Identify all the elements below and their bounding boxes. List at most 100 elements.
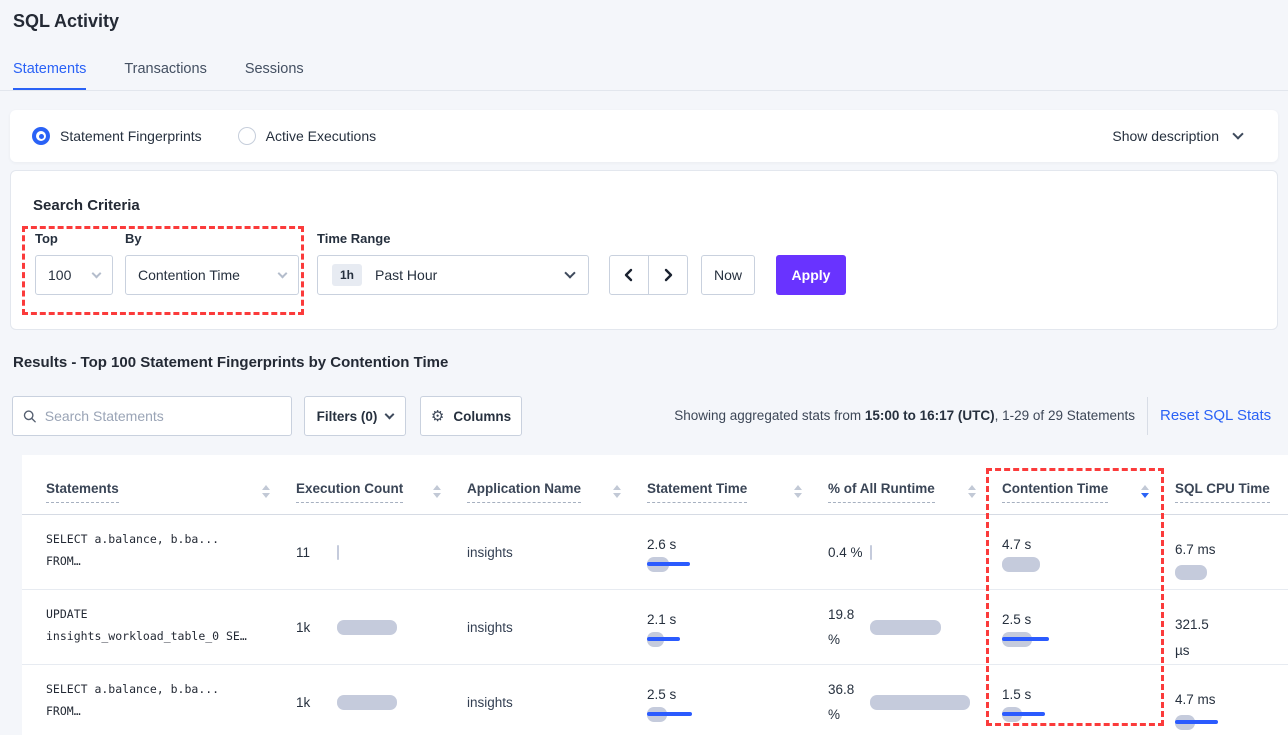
column-header-statements[interactable]: Statements	[46, 455, 296, 514]
filters-label: Filters (0)	[316, 408, 378, 424]
column-header-execution-count[interactable]: Execution Count	[296, 455, 467, 514]
contention-time-bar	[1002, 707, 1132, 722]
radio-statement-fingerprints[interactable]: Statement Fingerprints	[32, 127, 202, 145]
previous-time-button[interactable]	[609, 255, 649, 295]
gear-icon: ⚙	[430, 408, 445, 425]
contention-time-cell: 4.7 s	[1002, 515, 1175, 589]
pct-runtime-cell: 36.8 %	[828, 665, 1002, 735]
execution-count-cell: 1k	[296, 590, 467, 664]
radio-label: Active Executions	[265, 128, 377, 144]
column-header-of-all-runtime[interactable]: % of All Runtime	[828, 455, 1002, 514]
now-button[interactable]: Now	[701, 255, 755, 295]
column-header-contention-time[interactable]: Contention Time	[1002, 455, 1175, 514]
by-select[interactable]: Contention Time	[125, 255, 299, 295]
execution-count-cell: 11	[296, 515, 467, 589]
chevron-down-icon	[1232, 128, 1244, 140]
time-range-label: Time Range	[317, 231, 391, 246]
search-criteria-heading: Search Criteria	[33, 197, 140, 214]
search-criteria-card: Search Criteria Top 100 By Contention Ti…	[10, 170, 1278, 330]
radio-unselected-icon[interactable]	[237, 127, 256, 145]
by-select-value: Contention Time	[138, 267, 240, 283]
application-name-cell: insights	[467, 544, 513, 560]
time-range-badge: 1h	[332, 264, 363, 286]
statement-fingerprint-link[interactable]: UPDATE insights_workload_table_0 SE…	[46, 607, 247, 643]
radio-label: Statement Fingerprints	[60, 128, 202, 144]
reset-sql-stats-link[interactable]: Reset SQL Stats	[1160, 407, 1272, 424]
tab-statements[interactable]: Statements	[13, 61, 87, 91]
statement-time-cell: 2.6 s	[647, 515, 828, 589]
radio-selected-icon[interactable]	[32, 127, 50, 145]
chevron-right-icon	[664, 268, 673, 282]
time-range-value-wrap: 1h Past Hour	[332, 264, 437, 286]
table-body: SELECT a.balance, b.ba... FROM… 11 insig…	[22, 515, 1288, 735]
statement-time-cell: 2.5 s	[647, 665, 828, 735]
sort-icon[interactable]	[613, 485, 621, 498]
by-label: By	[125, 231, 142, 246]
filters-button[interactable]: Filters (0)	[304, 396, 406, 436]
table-row[interactable]: SELECT a.balance, b.ba... FROM… 1k insig…	[22, 665, 1288, 735]
sql-cpu-time-cell: 321.5 µs	[1175, 590, 1288, 664]
vertical-divider	[1147, 397, 1148, 435]
column-header-application-name[interactable]: Application Name	[467, 455, 647, 514]
execution-count-bar	[337, 619, 467, 635]
top-select-value: 100	[48, 267, 72, 283]
table-header-row: Statements Execution Count Application Nam…	[22, 455, 1288, 515]
pct-runtime-bar	[870, 694, 1000, 710]
column-header-sql-cpu-time[interactable]: SQL CPU Time	[1175, 455, 1288, 514]
column-header-statement-time[interactable]: Statement Time	[647, 455, 828, 514]
top-label: Top	[35, 231, 58, 246]
table-row[interactable]: SELECT a.balance, b.ba... FROM… 11 insig…	[22, 515, 1288, 590]
chevron-left-icon	[624, 268, 633, 282]
time-range-value: Past Hour	[375, 267, 438, 283]
radio-active-executions[interactable]: Active Executions	[237, 127, 377, 145]
contention-time-bar	[1002, 632, 1132, 647]
contention-time-bar	[1002, 557, 1132, 572]
search-icon	[23, 409, 36, 422]
application-name-cell: insights	[467, 619, 513, 635]
time-range-select[interactable]: 1h Past Hour	[317, 255, 589, 295]
pct-runtime-cell: 0.4 %	[828, 515, 1002, 589]
statement-time-bar	[647, 707, 777, 722]
sort-icon[interactable]	[433, 485, 441, 498]
chevron-down-icon	[384, 409, 395, 419]
pct-runtime-bar	[870, 619, 1000, 635]
columns-label: Columns	[453, 408, 512, 424]
statement-fingerprint-link[interactable]: SELECT a.balance, b.ba... FROM…	[46, 532, 220, 568]
columns-button[interactable]: ⚙ Columns	[420, 396, 522, 436]
sort-icon[interactable]	[968, 485, 976, 498]
tab-sessions[interactable]: Sessions	[244, 61, 304, 77]
showing-stats-text: Showing aggregated stats from 15:00 to 1…	[674, 408, 1135, 423]
top-select[interactable]: 100	[35, 255, 113, 295]
search-statements-box	[12, 396, 292, 436]
sort-icon[interactable]	[262, 485, 270, 498]
statement-time-bar	[647, 557, 777, 572]
tab-bar: Statements Transactions Sessions	[13, 61, 304, 91]
execution-count-cell: 1k	[296, 665, 467, 735]
sort-icon[interactable]	[1141, 485, 1149, 498]
tab-divider	[0, 90, 1288, 91]
contention-time-cell: 2.5 s	[1002, 590, 1175, 664]
show-description-toggle[interactable]: Show description	[1112, 128, 1256, 144]
statement-time-cell: 2.1 s	[647, 590, 828, 664]
sort-icon[interactable]	[794, 485, 802, 498]
search-statements-input[interactable]	[44, 408, 281, 424]
pct-runtime-bar	[870, 544, 1000, 560]
pct-runtime-cell: 19.8 %	[828, 590, 1002, 664]
chevron-down-icon	[91, 268, 102, 278]
page-title: SQL Activity	[13, 11, 120, 31]
contention-time-cell: 1.5 s	[1002, 665, 1175, 735]
statement-time-bar	[647, 632, 777, 647]
execution-count-bar	[337, 694, 467, 710]
tab-transactions[interactable]: Transactions	[124, 61, 207, 77]
view-toggle-bar: Statement Fingerprints Active Executions…	[10, 110, 1278, 162]
application-name-cell: insights	[467, 694, 513, 710]
sql-cpu-time-cell: 6.7 ms	[1175, 515, 1288, 589]
sql-cpu-time-bar	[1175, 715, 1288, 730]
table-row[interactable]: UPDATE insights_workload_table_0 SE… 1k …	[22, 590, 1288, 665]
sql-cpu-time-cell: 4.7 ms	[1175, 665, 1288, 735]
chevron-down-icon	[277, 268, 288, 278]
statement-fingerprint-link[interactable]: SELECT a.balance, b.ba... FROM…	[46, 682, 220, 718]
apply-button[interactable]: Apply	[776, 255, 846, 295]
next-time-button[interactable]	[648, 255, 688, 295]
